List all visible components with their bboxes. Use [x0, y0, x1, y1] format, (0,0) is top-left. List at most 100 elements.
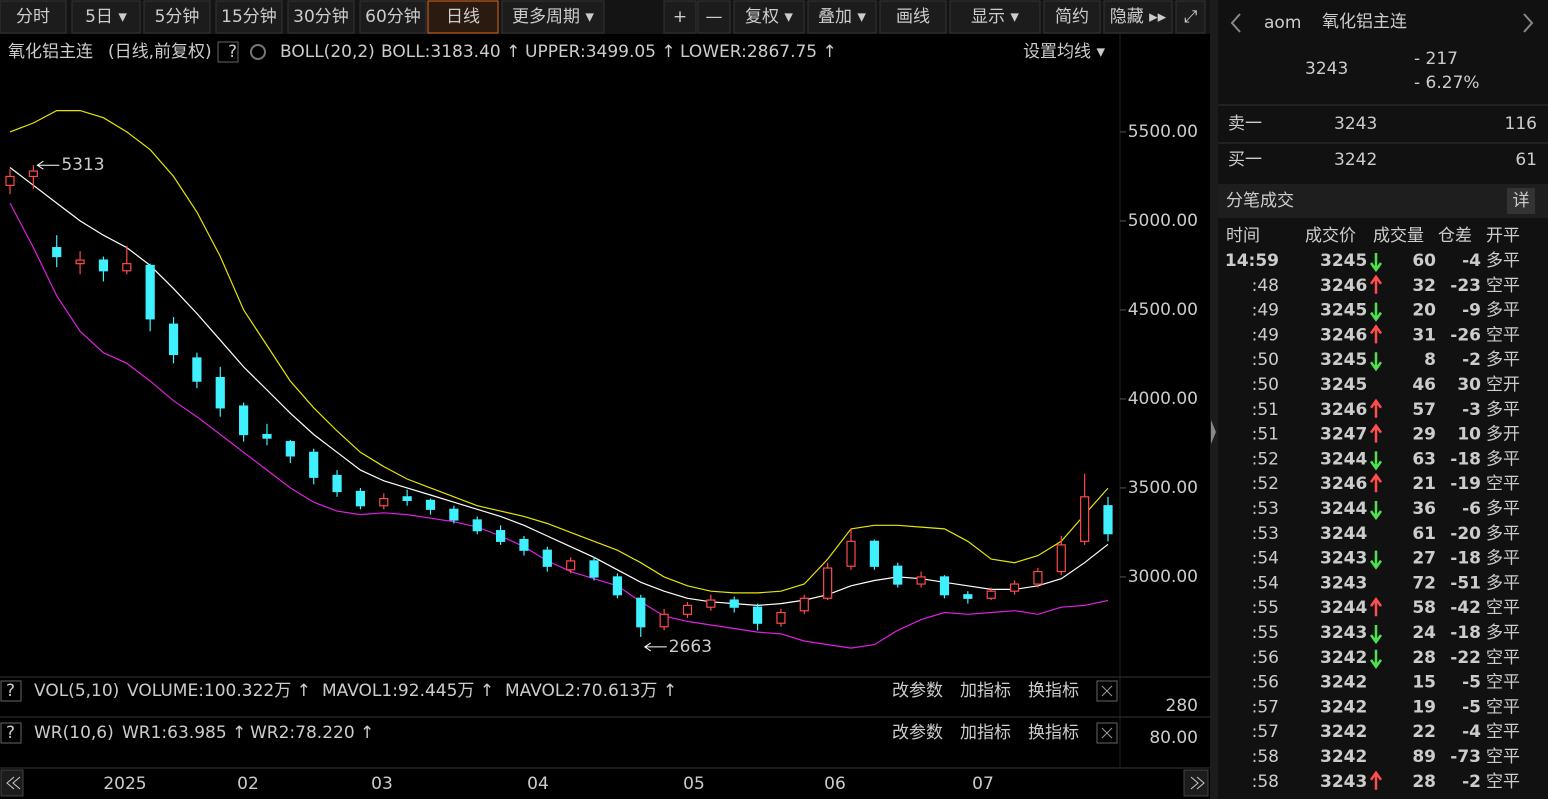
tick-side: 多平: [1486, 573, 1520, 593]
toolbar-button[interactable]: [359, 0, 427, 34]
candle-body: [1056, 544, 1066, 573]
tick-oi-diff: -2: [1462, 350, 1481, 370]
tick-volume: 57: [1412, 400, 1436, 420]
tick-side: 多平: [1486, 499, 1520, 519]
toolbar-label[interactable]: 30分钟: [293, 7, 349, 27]
detail-label[interactable]: 详: [1513, 191, 1530, 211]
candle-body: [706, 599, 716, 608]
tick-price: 3244: [1320, 524, 1367, 544]
toolbar-button[interactable]: [71, 0, 141, 34]
help-button[interactable]: [0, 680, 22, 702]
panel-action[interactable]: 加指标: [960, 723, 1011, 743]
y-tick-label: 280: [1166, 696, 1198, 716]
panel-action[interactable]: 换指标: [1028, 723, 1079, 743]
panel-action[interactable]: 改参数: [892, 723, 943, 743]
candle-body: [449, 508, 459, 521]
collapse-arrow[interactable]: [1211, 420, 1216, 444]
toolbar-button[interactable]: [807, 0, 877, 34]
toolbar-button[interactable]: [1175, 0, 1206, 34]
y-tick-label: 80.00: [1149, 728, 1198, 748]
scroll-left[interactable]: [0, 769, 24, 797]
candle-body: [355, 490, 366, 507]
toolbar-label[interactable]: 分时: [16, 7, 50, 27]
panel-action[interactable]: 加指标: [960, 681, 1011, 701]
candle-body: [168, 323, 179, 356]
toolbar-label[interactable]: 隐藏 ▸▸: [1110, 7, 1167, 27]
toolbar-label[interactable]: 5分钟: [155, 7, 200, 27]
toolbar-label[interactable]: 15分钟: [221, 7, 277, 27]
toolbar-button[interactable]: [143, 0, 211, 34]
toolbar-button[interactable]: [0, 0, 67, 34]
toolbar-label[interactable]: 叠加 ▾: [818, 7, 866, 27]
toolbar-label[interactable]: 显示 ▾: [971, 7, 1019, 27]
tick-time: :51: [1252, 425, 1279, 445]
toolbar-button[interactable]: [1103, 0, 1173, 34]
toolbar-button[interactable]: [663, 0, 697, 34]
settings-icon[interactable]: [250, 44, 266, 60]
toolbar-button[interactable]: [215, 0, 283, 34]
indicator-text: VOL(5,10): [34, 681, 119, 701]
tick-time: :58: [1252, 772, 1279, 792]
tick-volume: 46: [1412, 375, 1436, 395]
indicator-text: MAVOL2:70.613万 ↑: [505, 681, 677, 701]
toolbar-button[interactable]: [1043, 0, 1101, 34]
legend-text: BOLL(20,2): [280, 42, 375, 62]
candle-body: [1103, 505, 1113, 535]
toolbar-label[interactable]: 简约: [1055, 7, 1089, 27]
tick-volume: 27: [1412, 549, 1436, 569]
column-header: 成交量: [1373, 226, 1424, 246]
toolbar-label[interactable]: 5日 ▾: [85, 7, 127, 27]
candle-body: [1080, 496, 1090, 542]
help-button[interactable]: [0, 722, 22, 744]
toolbar-label[interactable]: 更多周期 ▾: [512, 7, 594, 27]
tick-price: 3243: [1320, 573, 1367, 593]
toolbar-label[interactable]: 日线: [446, 7, 480, 27]
toolbar-button[interactable]: [287, 0, 355, 34]
toolbar-button[interactable]: [427, 0, 499, 34]
tick-price: 3244: [1320, 598, 1367, 618]
toolbar-label[interactable]: —: [706, 7, 723, 27]
column-header: 成交价: [1305, 226, 1356, 246]
toolbar-button[interactable]: [879, 0, 947, 34]
divider[interactable]: [1210, 0, 1218, 799]
toolbar-label[interactable]: ⤢: [1184, 7, 1198, 27]
candle-body: [846, 540, 856, 567]
candle-body: [566, 560, 576, 571]
toolbar-button[interactable]: [501, 0, 605, 34]
candle-body: [402, 496, 412, 501]
tick-price: 3242: [1320, 648, 1367, 668]
candle-body: [519, 538, 529, 551]
toolbar-button[interactable]: [697, 0, 731, 34]
panel-action[interactable]: 改参数: [892, 681, 943, 701]
tick-side: 空平: [1486, 598, 1520, 618]
detail-button[interactable]: [1507, 188, 1535, 214]
toolbar-label[interactable]: 画线: [896, 7, 930, 27]
tick-volume: 20: [1412, 301, 1436, 321]
panel-action[interactable]: 换指标: [1028, 681, 1079, 701]
close-button[interactable]: [1096, 680, 1118, 702]
tick-price: 3245: [1320, 350, 1367, 370]
tick-price: 3243: [1320, 623, 1367, 643]
tick-time: 14:59: [1225, 251, 1279, 271]
tick-time: :52: [1252, 449, 1279, 469]
toolbar-button[interactable]: [733, 0, 805, 34]
tick-price: 3246: [1320, 276, 1367, 296]
toolbar-label[interactable]: 60分钟: [365, 7, 421, 27]
toolbar-label[interactable]: +: [673, 7, 687, 27]
legend-text: LOWER:2867.75 ↑: [680, 42, 837, 62]
x-tick-label: 06: [824, 774, 846, 794]
tick-oi-diff: -3: [1462, 400, 1481, 420]
next-arrow[interactable]: [1523, 13, 1534, 33]
tick-oi-diff: -5: [1462, 697, 1481, 717]
settings-link[interactable]: 设置均线 ▾: [1023, 42, 1105, 62]
tick-price: 3246: [1320, 400, 1367, 420]
tick-volume: 36: [1412, 499, 1436, 519]
tick-price: 3246: [1320, 474, 1367, 494]
help-button[interactable]: [217, 41, 239, 63]
close-button[interactable]: [1096, 722, 1118, 744]
candle-body: [425, 499, 436, 510]
prev-arrow[interactable]: [1230, 13, 1241, 33]
toolbar-label[interactable]: 复权 ▾: [745, 7, 793, 27]
candle-body: [589, 560, 599, 578]
toolbar-button[interactable]: [949, 0, 1041, 34]
